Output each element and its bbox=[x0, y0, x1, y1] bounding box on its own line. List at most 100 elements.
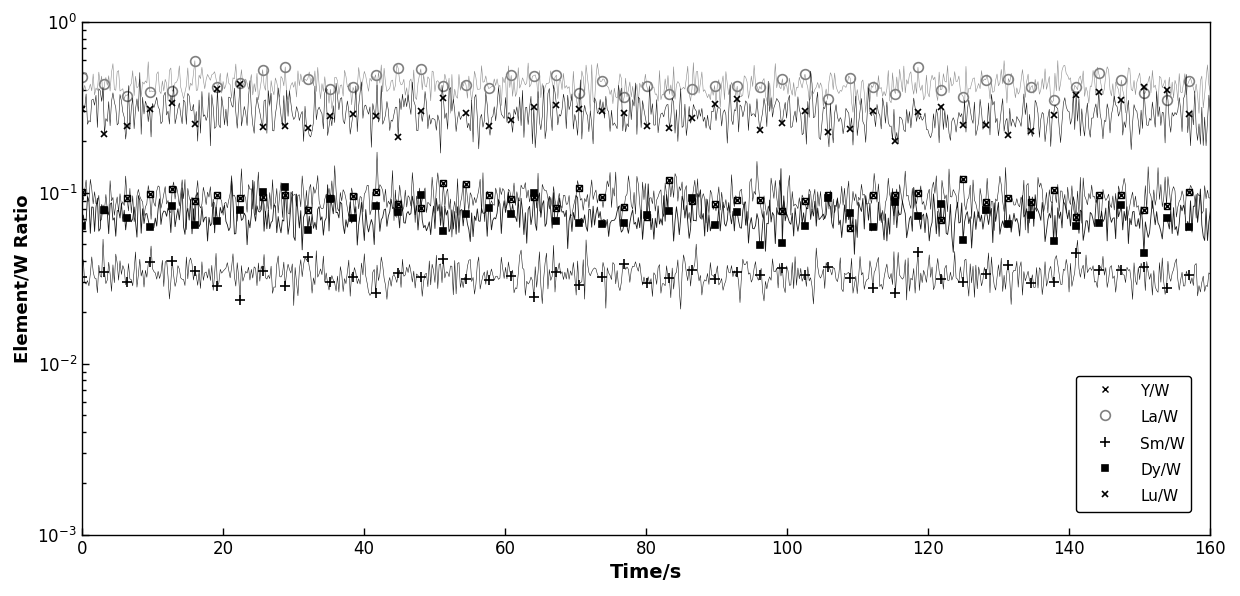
Dy/W bbox=[1047, 238, 1061, 245]
Lu/W bbox=[549, 101, 564, 108]
Y/W bbox=[503, 195, 518, 202]
La/W bbox=[978, 76, 993, 83]
Dy/W bbox=[391, 209, 405, 216]
Sm/W bbox=[503, 273, 518, 280]
Lu/W bbox=[616, 110, 631, 117]
Sm/W bbox=[594, 274, 609, 281]
Dy/W bbox=[1159, 215, 1174, 222]
Sm/W bbox=[956, 279, 971, 286]
Dy/W bbox=[187, 221, 202, 228]
Lu/W bbox=[346, 110, 361, 117]
La/W bbox=[368, 72, 383, 79]
Sm/W bbox=[74, 274, 89, 281]
La/W bbox=[910, 64, 925, 71]
Lu/W bbox=[459, 109, 474, 116]
Lu/W bbox=[143, 105, 157, 112]
Dy/W bbox=[413, 191, 428, 198]
Lu/W bbox=[322, 113, 337, 120]
Sm/W bbox=[346, 274, 361, 281]
Dy/W bbox=[910, 213, 925, 220]
La/W bbox=[1047, 97, 1061, 104]
Lu/W bbox=[1091, 88, 1106, 95]
Y/W bbox=[662, 176, 677, 183]
Dy/W bbox=[888, 198, 903, 205]
Dy/W bbox=[300, 226, 315, 234]
Sm/W bbox=[1001, 262, 1016, 269]
Sm/W bbox=[143, 258, 157, 265]
Dy/W bbox=[934, 200, 949, 207]
Y/W bbox=[820, 191, 835, 198]
Lu/W bbox=[165, 99, 180, 106]
Lu/W bbox=[662, 125, 677, 132]
Y/W bbox=[97, 207, 112, 214]
X-axis label: Time/s: Time/s bbox=[610, 563, 682, 582]
Dy/W bbox=[1091, 220, 1106, 227]
Sm/W bbox=[368, 290, 383, 297]
Lu/W bbox=[797, 108, 812, 115]
La/W bbox=[1091, 70, 1106, 77]
Y/W bbox=[233, 194, 248, 201]
Sm/W bbox=[165, 257, 180, 264]
Dy/W bbox=[210, 217, 224, 224]
Line: Lu/W: Lu/W bbox=[78, 80, 1193, 144]
Lu/W bbox=[572, 105, 587, 113]
La/W bbox=[346, 84, 361, 91]
Dy/W bbox=[616, 220, 631, 227]
La/W bbox=[459, 82, 474, 89]
Sm/W bbox=[866, 284, 880, 291]
Y/W bbox=[278, 191, 293, 198]
Y/W bbox=[481, 191, 496, 198]
Lu/W bbox=[210, 86, 224, 93]
Y/W bbox=[910, 189, 925, 196]
La/W bbox=[165, 88, 180, 95]
La/W bbox=[526, 72, 541, 79]
Dy/W bbox=[572, 219, 587, 226]
Lu/W bbox=[1182, 110, 1197, 117]
La/W bbox=[233, 79, 248, 86]
Sm/W bbox=[934, 275, 949, 283]
Y/W bbox=[956, 176, 971, 183]
Y/W bbox=[436, 179, 451, 187]
La/W bbox=[1182, 77, 1197, 84]
Lu/W bbox=[1069, 91, 1084, 98]
Dy/W bbox=[503, 210, 518, 218]
Y/W bbox=[210, 191, 224, 198]
Dy/W bbox=[278, 184, 293, 191]
Lu/W bbox=[978, 121, 993, 128]
La/W bbox=[255, 66, 270, 73]
Y/W bbox=[797, 197, 812, 204]
Sm/W bbox=[1159, 284, 1174, 291]
Lu/W bbox=[888, 137, 903, 144]
Legend: Y/W, La/W, Sm/W, Dy/W, Lu/W: Y/W, La/W, Sm/W, Dy/W, Lu/W bbox=[1076, 375, 1192, 512]
Line: Y/W: Y/W bbox=[79, 176, 1192, 231]
Lu/W bbox=[934, 104, 949, 111]
Dy/W bbox=[1114, 202, 1128, 209]
La/W bbox=[1159, 97, 1174, 104]
Dy/W bbox=[640, 212, 655, 219]
La/W bbox=[1114, 76, 1128, 83]
La/W bbox=[753, 83, 768, 90]
Sm/W bbox=[322, 278, 337, 285]
La/W bbox=[278, 63, 293, 70]
La/W bbox=[729, 83, 744, 90]
Lu/W bbox=[413, 107, 428, 114]
Sm/W bbox=[436, 256, 451, 263]
Sm/W bbox=[820, 263, 835, 271]
Dy/W bbox=[684, 194, 699, 201]
Lu/W bbox=[1023, 128, 1038, 135]
La/W bbox=[640, 83, 655, 90]
Lu/W bbox=[1137, 84, 1152, 91]
Dy/W bbox=[594, 220, 609, 227]
La/W bbox=[413, 66, 428, 73]
Sm/W bbox=[1047, 278, 1061, 285]
Lu/W bbox=[775, 119, 790, 126]
Dy/W bbox=[1023, 211, 1038, 218]
Y/W bbox=[459, 181, 474, 188]
Sm/W bbox=[616, 261, 631, 268]
Y/W bbox=[143, 191, 157, 198]
Sm/W bbox=[459, 275, 474, 282]
Dy/W bbox=[481, 204, 496, 212]
Line: La/W: La/W bbox=[77, 56, 1194, 105]
Dy/W bbox=[662, 207, 677, 215]
Y-axis label: Element/W Ratio: Element/W Ratio bbox=[14, 194, 32, 362]
